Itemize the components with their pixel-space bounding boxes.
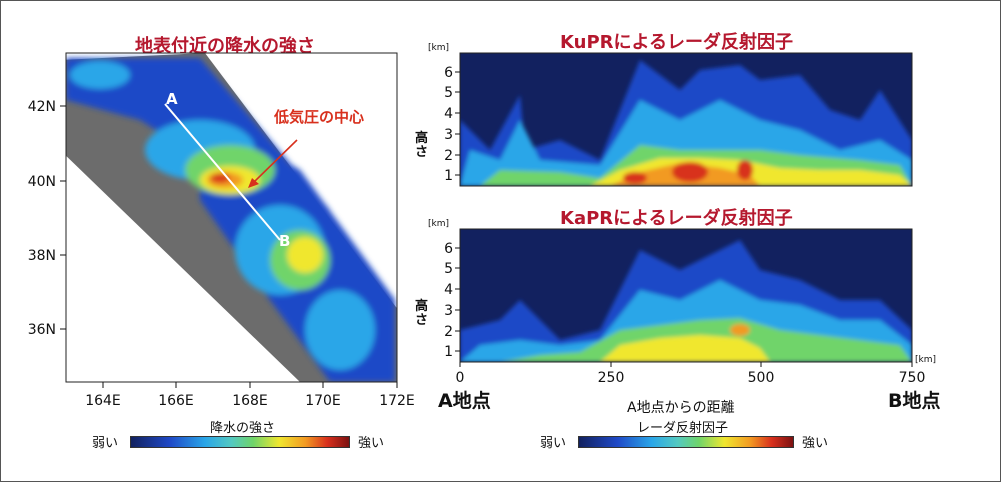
- x-tick-label: 0: [456, 370, 465, 386]
- kapr-y-ticks: 1 2 3 4 5 6 [km]: [428, 219, 460, 360]
- annotation-arrow: [251, 139, 298, 185]
- lon-tick-label: 164E: [85, 393, 121, 409]
- kupr-y-tick-label: 6: [444, 65, 453, 81]
- kupr-y-ticks: 1 2 3 4 5 6 [km]: [428, 43, 460, 184]
- lon-tick-label: 170E: [305, 393, 341, 409]
- transect-line: [164, 103, 281, 241]
- lon-tick-label: 168E: [232, 393, 268, 409]
- kupr-ylabel: 高さ: [415, 131, 429, 160]
- kapr-title: KaPRによるレーダ反射因子: [560, 208, 793, 229]
- profile-colorbar-low: 弱い: [540, 436, 567, 451]
- kapr-y-tick-label: 4: [444, 282, 453, 298]
- annotation-label: 低気圧の中心: [274, 108, 365, 126]
- profile-colorbar-high: 強い: [802, 436, 829, 451]
- kupr-y-tick-label: 3: [444, 127, 453, 143]
- lat-tick-label: 36N: [28, 322, 56, 338]
- x-tick-label: 750: [899, 370, 926, 386]
- profile-colorbar-label: レーダ反射因子: [637, 421, 729, 436]
- lon-tick-label: 172E: [379, 393, 415, 409]
- kapr-y-tick-label: 1: [444, 344, 453, 360]
- lon-ticks: 164E 166E 168E 170E 172E: [85, 382, 415, 409]
- point-b-label: B: [279, 232, 291, 250]
- kapr-profile: 1 2 3 4 5 6 [km] 0 250 500 750 [km]: [428, 219, 936, 386]
- x-axis-label: A地点からの距離: [627, 400, 735, 416]
- x-start-label: A地点: [438, 390, 491, 412]
- kapr-y-tick-label: 2: [444, 324, 453, 340]
- lon-tick-label: 166E: [158, 393, 194, 409]
- kupr-profile: 1 2 3 4 5 6 [km]: [428, 43, 913, 187]
- precip-map: 42N 40N 38N 36N 164E 166E 168E 170E 172E: [28, 52, 415, 409]
- kapr-y-tick-label: 5: [444, 261, 453, 277]
- kapr-y-tick-label: 3: [444, 303, 453, 319]
- x-tick-label: 250: [598, 370, 625, 386]
- lat-tick-label: 42N: [28, 99, 56, 115]
- kupr-y-tick-label: 4: [444, 106, 453, 122]
- lat-ticks: 42N 40N 38N 36N: [28, 99, 66, 338]
- kupr-y-unit: [km]: [428, 43, 449, 53]
- x-tick-label: 500: [748, 370, 775, 386]
- map-colorbar-high: 強い: [358, 436, 385, 451]
- kupr-title: KuPRによるレーダ反射因子: [560, 32, 793, 53]
- kupr-y-tick-label: 5: [444, 85, 453, 101]
- profile-colorbar: [578, 436, 794, 448]
- lat-tick-label: 40N: [28, 174, 56, 190]
- x-ticks: 0 250 500 750 [km]: [456, 355, 936, 386]
- map-colorbar-label: 降水の強さ: [210, 421, 276, 436]
- x-end-label: B地点: [888, 390, 941, 412]
- kapr-ylabel: 高さ: [415, 299, 429, 328]
- kapr-y-tick-label: 6: [444, 241, 453, 257]
- map-colorbar-low: 弱い: [92, 436, 119, 451]
- kupr-y-tick-label: 2: [444, 148, 453, 164]
- kupr-y-tick-label: 1: [444, 168, 453, 184]
- x-unit: [km]: [915, 355, 936, 365]
- map-title: 地表付近の降水の強さ: [135, 36, 315, 57]
- kapr-y-unit: [km]: [428, 219, 449, 229]
- map-colorbar: [130, 436, 350, 448]
- lat-tick-label: 38N: [28, 248, 56, 264]
- point-a-label: A: [166, 90, 178, 108]
